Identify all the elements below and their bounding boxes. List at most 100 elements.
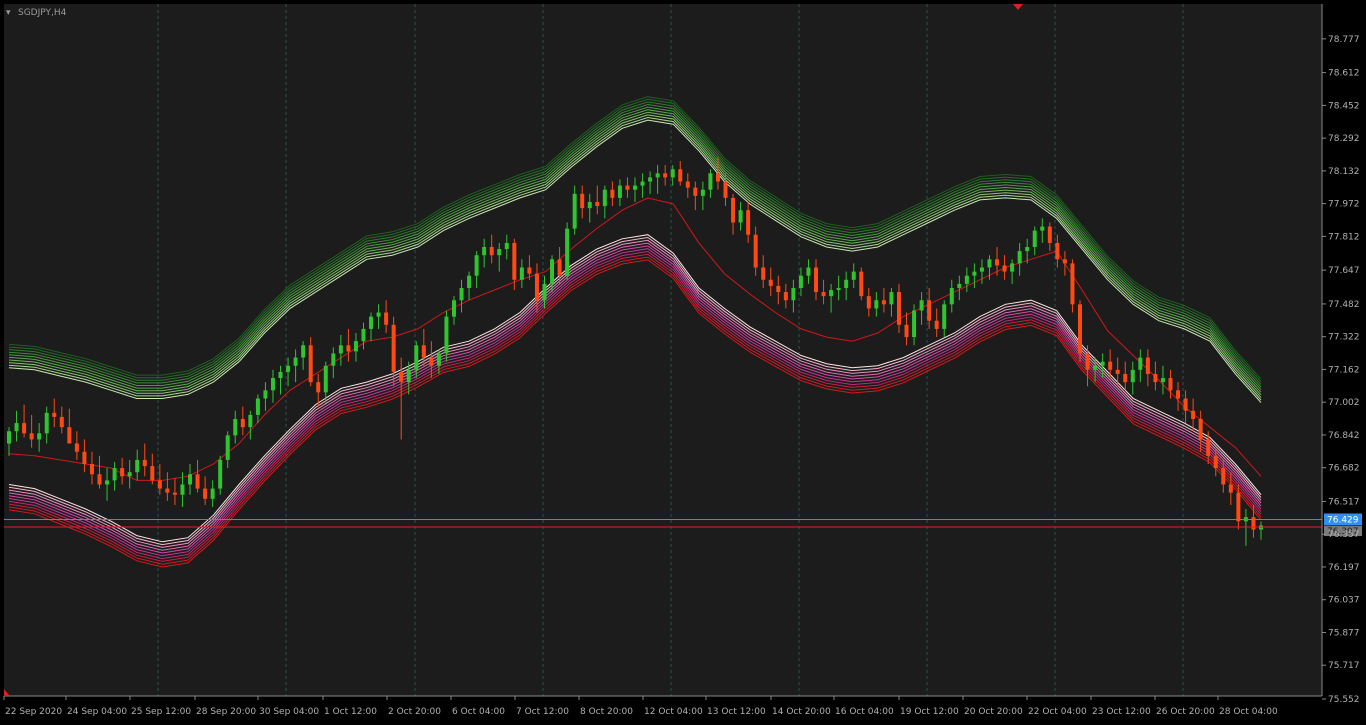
candle[interactable] [59,416,64,428]
candle[interactable] [610,189,615,198]
candle[interactable] [806,267,811,276]
candle[interactable] [565,228,570,276]
candle[interactable] [949,287,954,305]
candle[interactable] [414,345,419,370]
candle[interactable] [1213,455,1218,469]
candle[interactable] [851,271,856,280]
candle[interactable] [331,353,336,366]
candle[interactable] [233,418,238,436]
candle[interactable] [89,464,94,475]
candle[interactable] [550,259,555,284]
candle[interactable] [1228,484,1233,493]
candle[interactable] [278,371,283,379]
candle[interactable] [29,433,34,440]
candle[interactable] [738,210,743,223]
candle[interactable] [1032,230,1037,248]
candle[interactable] [1062,259,1067,264]
candle[interactable] [150,466,155,481]
candle[interactable] [293,357,298,366]
candle[interactable] [369,316,374,329]
candle[interactable] [889,292,894,305]
candle[interactable] [1108,361,1113,370]
candle[interactable] [7,431,11,444]
candle[interactable] [670,169,675,178]
candle[interactable] [1198,418,1203,440]
candle[interactable] [74,443,79,452]
candle[interactable] [927,300,932,321]
candle[interactable] [1100,361,1105,366]
candle[interactable] [678,169,683,182]
candle[interactable] [1191,410,1196,419]
candle[interactable] [534,273,539,301]
candle[interactable] [731,197,736,223]
candle[interactable] [44,412,49,434]
candle[interactable] [316,382,321,393]
candle[interactable] [557,259,562,276]
candle[interactable] [753,234,758,268]
candle[interactable] [663,173,668,178]
candle[interactable] [67,427,72,444]
candle[interactable] [640,181,645,186]
candle[interactable] [625,185,630,190]
candle[interactable] [572,193,577,229]
candle[interactable] [821,292,826,297]
candle[interactable] [1206,439,1211,456]
candle[interactable] [633,185,637,190]
candle[interactable] [1153,373,1158,383]
candle[interactable] [346,345,351,352]
candle[interactable] [467,275,472,288]
candle[interactable] [1040,226,1045,231]
candle[interactable] [1055,242,1060,260]
candle[interactable] [1085,353,1090,370]
candle[interactable] [595,201,600,207]
candle[interactable] [919,300,924,311]
candle[interactable] [142,459,147,467]
candle[interactable] [218,459,223,489]
candle[interactable] [1236,492,1241,522]
candle[interactable] [836,287,841,291]
candle[interactable] [1025,247,1030,252]
candle[interactable] [451,300,456,317]
candle[interactable] [859,271,864,297]
candle[interactable] [157,480,162,489]
candle[interactable] [52,412,57,417]
candle[interactable] [497,249,502,256]
candle[interactable] [1123,373,1128,383]
candle[interactable] [912,310,917,338]
candle[interactable] [768,279,773,286]
candle[interactable] [225,435,230,460]
candle[interactable] [504,242,509,250]
candle[interactable] [399,371,404,383]
candle[interactable] [1017,251,1022,264]
candle[interactable] [286,365,291,372]
candle[interactable] [1221,468,1226,485]
candle[interactable] [444,316,449,354]
candle[interactable] [746,210,751,235]
candle[interactable] [323,365,328,393]
candle[interactable] [896,292,901,325]
candle[interactable] [1070,263,1075,305]
candle[interactable] [964,275,969,284]
candle[interactable] [1077,304,1082,354]
candle[interactable] [791,287,796,301]
candle[interactable] [361,328,366,342]
candle[interactable] [1047,226,1052,243]
candle[interactable] [406,369,411,383]
candle[interactable] [353,341,358,352]
candle[interactable] [180,484,185,495]
candle[interactable] [391,324,396,372]
candle[interactable] [814,267,819,293]
candle[interactable] [979,267,984,272]
candle[interactable] [489,247,494,256]
candle[interactable] [972,271,977,276]
candle[interactable] [135,459,140,473]
candle[interactable] [1183,398,1188,411]
candle[interactable] [429,357,434,366]
candle[interactable] [995,259,1000,266]
candle[interactable] [519,267,524,280]
candle[interactable] [580,193,585,209]
candle[interactable] [866,296,871,309]
candle[interactable] [105,480,110,485]
candle[interactable] [14,423,19,432]
